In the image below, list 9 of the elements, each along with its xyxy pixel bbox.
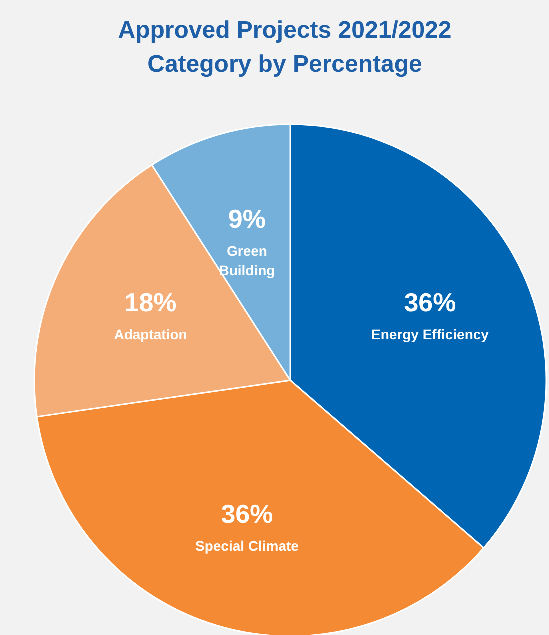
data-label: 36% [221,498,274,529]
slice-label: Energy Efficiency [371,326,490,343]
slice-label: Adaptation [114,326,188,343]
data-label: 36% [404,288,456,318]
slice-label: Green Building [219,243,276,278]
chart-title: Approved Projects 2021/2022 Category by Percentage [118,17,452,78]
data-label: 9% [228,204,266,234]
data-label: 18% [124,288,177,318]
slice-label: Special Climate [195,538,300,554]
